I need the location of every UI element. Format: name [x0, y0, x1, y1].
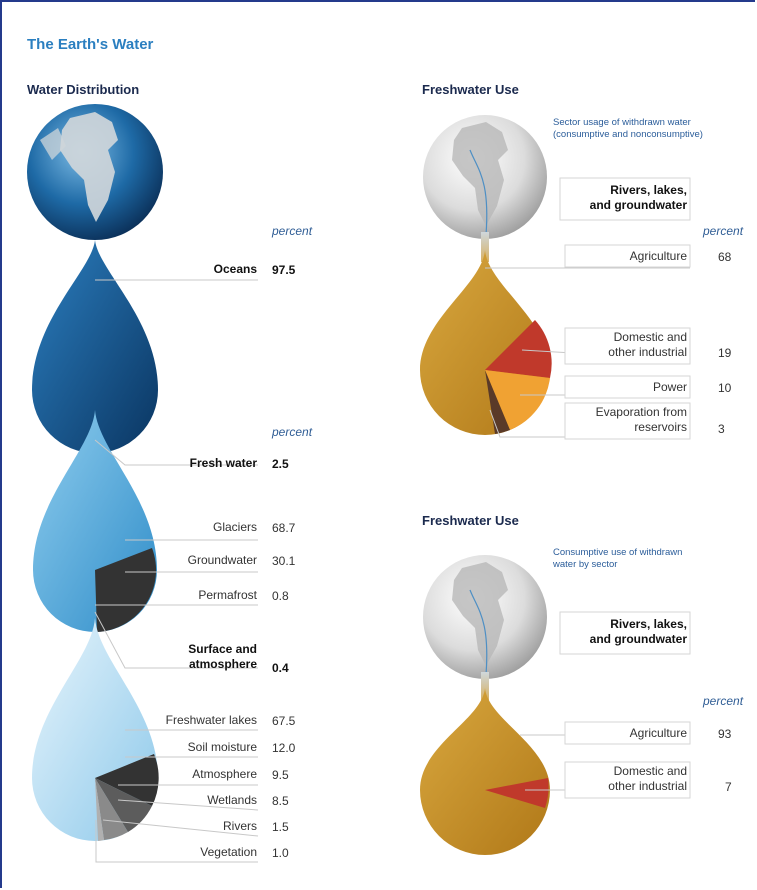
consumptive-drop — [420, 688, 550, 855]
evaporation-label: Evaporation from reservoirs — [595, 405, 687, 434]
agriculture-value: 68 — [718, 250, 732, 264]
permafrost-label: Permafrost — [198, 588, 257, 602]
percent-label: percent — [272, 224, 313, 238]
oceans-label: Oceans — [213, 262, 257, 276]
atmosphere-value: 9.5 — [272, 768, 289, 782]
oceans-value: 97.5 — [272, 263, 296, 277]
drop-stem-bottom — [481, 672, 489, 700]
distribution-leader-lines — [94, 279, 259, 863]
surface-atmosphere-value: 0.4 — [272, 661, 289, 675]
agriculture-label: Agriculture — [629, 249, 687, 263]
consumptive-domestic-value: 7 — [725, 780, 732, 794]
vegetation-value: 1.0 — [272, 846, 289, 860]
consumptive-agriculture-label: Agriculture — [629, 726, 687, 740]
percent-label: percent — [703, 224, 744, 238]
rivers-value: 1.5 — [272, 820, 289, 834]
rivers-label: Rivers — [222, 819, 257, 833]
wetlands-label: Wetlands — [207, 793, 257, 807]
power-label: Power — [652, 380, 687, 394]
groundwater-slice — [95, 548, 157, 632]
domestic-industrial-label: Domestic and other industrial — [608, 330, 687, 359]
groundwater-value: 30.1 — [272, 554, 296, 568]
consumptive-caption: Consumptive use of withdrawn water by se… — [553, 547, 683, 570]
power-slice — [485, 370, 550, 430]
drop-stem-top — [481, 232, 489, 262]
power-value: 10 — [718, 381, 732, 395]
soil-moisture-label: Soil moisture — [187, 740, 257, 754]
page-title: The Earth's Water — [27, 36, 154, 53]
rivers-slice — [95, 778, 104, 841]
source-label: Rivers, lakes, and groundwater — [589, 183, 687, 212]
percent-label: percent — [272, 425, 313, 439]
consumptive-domestic-label: Domestic and other industrial — [608, 764, 687, 793]
ocean-drop — [32, 240, 158, 453]
atmosphere-label: Atmosphere — [192, 767, 257, 781]
domestic-industrial-value: 19 — [718, 346, 732, 360]
freshwater-use-consumptive-heading: Freshwater Use — [422, 513, 519, 528]
permafrost-value: 0.8 — [272, 589, 289, 603]
atmosphere-slice — [95, 778, 152, 832]
glaciers-value: 68.7 — [272, 521, 296, 535]
source-label-consumptive: Rivers, lakes, and groundwater — [589, 617, 687, 646]
soil-moisture-value: 12.0 — [272, 741, 296, 755]
glaciers-label: Glaciers — [212, 520, 257, 534]
sector-usage-caption: Sector usage of withdrawn water (consump… — [553, 117, 703, 140]
wetlands-slice — [95, 778, 128, 840]
fresh-water-value: 2.5 — [272, 457, 289, 471]
industrial-slice — [485, 320, 552, 378]
water-distribution-heading: Water Distribution — [27, 82, 140, 97]
wetlands-value: 8.5 — [272, 794, 289, 808]
earth-globe-icon-top-right — [423, 115, 547, 239]
vegetation-label: Vegetation — [200, 845, 257, 859]
label-boxes — [559, 177, 691, 799]
freshwater-lakes-value: 67.5 — [272, 714, 296, 728]
consumptive-industrial-slice — [485, 778, 549, 808]
surface-atmosphere-label: Surface and atmosphere — [188, 642, 257, 671]
evaporation-value: 3 — [718, 422, 725, 436]
consumptive-agriculture-value: 93 — [718, 727, 732, 741]
groundwater-label: Groundwater — [187, 553, 257, 567]
earth-globe-icon — [27, 104, 163, 240]
fresh-water-label: Fresh water — [189, 456, 257, 470]
percent-label: percent — [703, 694, 744, 708]
evaporation-slice — [485, 370, 510, 434]
freshwater-lakes-label: Freshwater lakes — [165, 713, 257, 727]
freshwater-use-heading: Freshwater Use — [422, 82, 519, 97]
earth-globe-icon-bottom-right — [423, 555, 547, 679]
soil-moisture-slice — [95, 754, 159, 806]
